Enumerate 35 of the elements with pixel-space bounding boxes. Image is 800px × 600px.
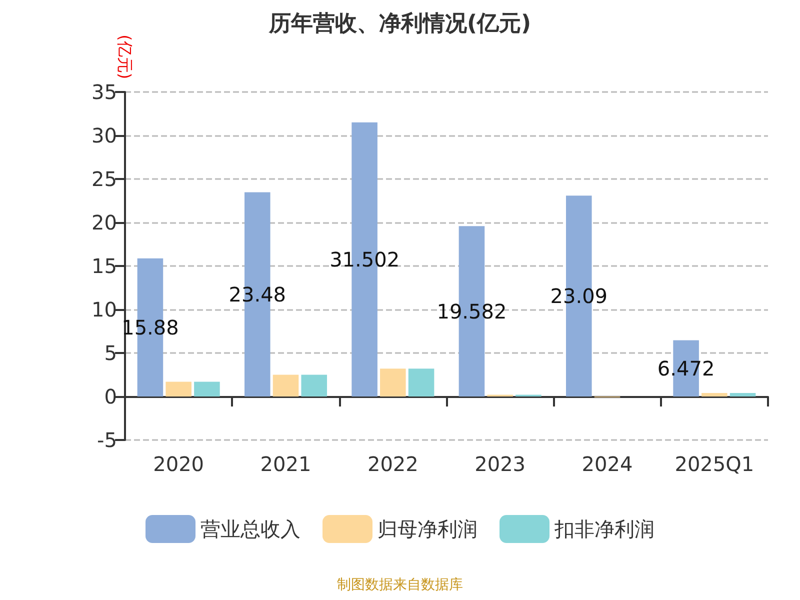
x-tick-label: 2025Q1	[674, 452, 754, 476]
legend-label: 归母净利润	[378, 517, 478, 541]
y-tick-label: 5	[104, 341, 117, 365]
bar	[408, 368, 434, 396]
chart-title: 历年营收、净利情况(亿元)	[268, 12, 532, 36]
y-tick-label: 35	[92, 80, 117, 104]
data-label: 19.582	[436, 299, 507, 324]
y-tick-label: 10	[92, 298, 117, 322]
x-tick-label: 2021	[260, 452, 312, 476]
text: 制图数据来自数据库	[337, 577, 463, 593]
bar	[166, 382, 192, 396]
data-label: 23.48	[228, 282, 286, 306]
y-tick-label: 30	[92, 124, 117, 148]
data-label: 23.09	[550, 284, 608, 308]
y-axis-title: (亿元)	[116, 34, 134, 80]
bar	[702, 393, 728, 396]
y-tick-label: 25	[92, 167, 117, 191]
y-tick-label: 20	[92, 210, 117, 234]
bar	[272, 374, 299, 396]
x-tick-label: 2023	[474, 452, 526, 476]
y-tick-label: 15	[92, 254, 117, 278]
bar	[301, 374, 328, 396]
y-tick-label: 0	[104, 384, 117, 408]
x-tick-label: 2020	[153, 452, 204, 476]
data-label: 15.88	[122, 315, 179, 340]
bar	[380, 368, 406, 396]
x-tick-label: 2024	[582, 452, 633, 476]
legend-label: 扣非净利润	[554, 517, 654, 541]
data-label: 6.472	[657, 356, 715, 380]
legend-label: 营业总收入	[200, 517, 300, 541]
bar	[730, 393, 756, 396]
data-label: 31.502	[330, 247, 400, 272]
y-tick-label: -5	[97, 428, 117, 452]
bar	[194, 382, 220, 396]
x-tick-label: 2022	[367, 452, 418, 476]
